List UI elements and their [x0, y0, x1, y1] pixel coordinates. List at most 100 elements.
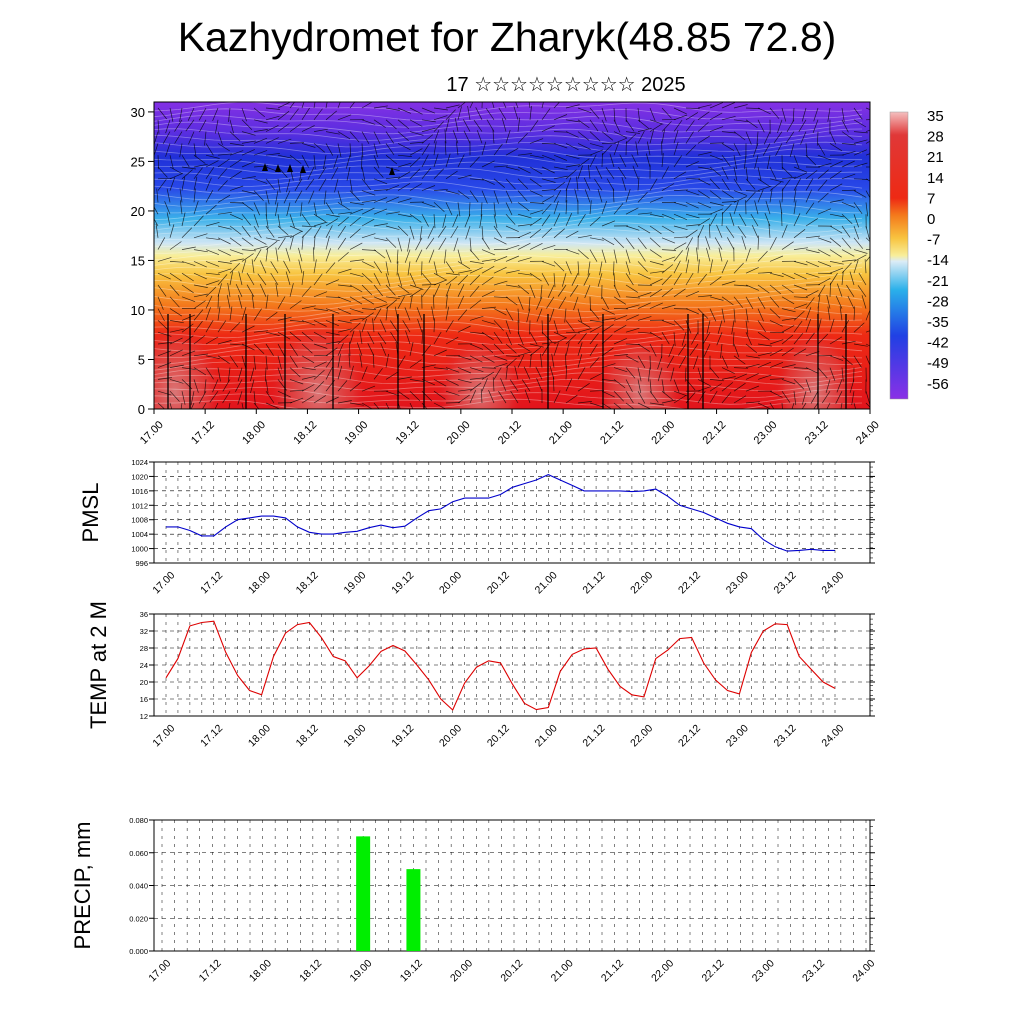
wind-barb — [469, 315, 484, 321]
wind-barb — [433, 130, 440, 144]
wind-barb — [853, 249, 868, 254]
wind-barb — [829, 225, 843, 234]
wind-barb — [786, 119, 795, 133]
wind-barb — [181, 176, 186, 191]
wind-barb — [779, 200, 783, 215]
wind-barb — [157, 257, 172, 262]
wind-barb — [473, 119, 483, 132]
wind-barb — [409, 119, 423, 127]
wind-barb — [397, 293, 412, 298]
wind-barb — [625, 391, 634, 404]
wind-barb — [841, 225, 851, 238]
wind-barb — [265, 355, 268, 370]
y-tick-label: 30 — [131, 105, 145, 120]
wind-barb — [265, 124, 279, 132]
wind-barb — [253, 129, 268, 132]
x-tick-label: 17.12 — [198, 569, 225, 596]
wind-barb — [433, 283, 441, 297]
wind-barb — [334, 178, 339, 193]
wind-barb — [709, 259, 713, 274]
wind-barb — [769, 188, 773, 203]
contour-line — [154, 121, 863, 135]
wind-barb — [541, 154, 556, 161]
wind-barb — [709, 383, 722, 392]
wind-barb — [157, 377, 172, 380]
wind-barb — [205, 160, 219, 168]
wind-barb — [469, 367, 484, 373]
wind-barb — [709, 379, 724, 382]
wind-barb — [241, 213, 251, 226]
wind-barb — [229, 355, 239, 368]
wind-barb — [661, 320, 676, 326]
wind-barb — [853, 202, 863, 215]
wind-barb — [241, 131, 256, 136]
wind-barb — [469, 178, 484, 181]
wind-barb — [188, 131, 195, 145]
wind-barb — [601, 249, 607, 264]
wind-barb — [325, 262, 336, 274]
wind-barb — [528, 296, 531, 311]
wind-barb — [217, 268, 232, 274]
wind-barb — [237, 367, 243, 382]
y-tick-label: 1024 — [131, 458, 148, 467]
wind-barb — [491, 102, 495, 109]
wind-barb — [529, 202, 545, 204]
wind-barb — [529, 272, 542, 282]
wind-barb — [601, 144, 612, 156]
wind-barb — [349, 242, 363, 250]
wind-barb — [853, 322, 865, 333]
wind-barb — [865, 402, 870, 408]
wind-barb — [253, 308, 262, 321]
wind-barb — [259, 283, 267, 297]
wind-barb — [849, 379, 855, 393]
wind-barb — [817, 237, 832, 243]
wind-barb — [601, 324, 614, 333]
wind-barb — [829, 249, 842, 258]
wind-barb — [565, 119, 580, 123]
wind-barb — [286, 178, 291, 193]
wind-barb — [673, 107, 687, 115]
x-tick-label: 22.00 — [628, 722, 655, 749]
wind-barb — [337, 252, 349, 262]
y-tick-label: 0.040 — [129, 882, 148, 891]
wind-barb — [217, 294, 219, 309]
wind-barb — [457, 379, 472, 384]
wind-barb — [745, 385, 760, 392]
wind-barb — [505, 296, 518, 306]
wind-barb — [697, 178, 711, 186]
wind-barb — [505, 178, 516, 190]
wind-barb — [769, 284, 782, 295]
wind-barb — [373, 296, 387, 303]
y-tick-label: 1016 — [131, 487, 148, 496]
wind-barb — [361, 366, 368, 380]
wind-barb — [745, 178, 756, 190]
wind-barb — [597, 188, 603, 203]
wind-barb — [625, 327, 640, 333]
wind-barb — [253, 343, 265, 354]
wind-barb — [373, 166, 384, 178]
x-tick-label: 22.00 — [628, 569, 655, 596]
wind-barb — [577, 320, 591, 328]
wind-barb — [529, 209, 544, 215]
wind-barb — [505, 365, 508, 380]
wind-barb — [754, 200, 759, 215]
wind-barb — [632, 165, 639, 179]
wind-barb — [618, 166, 627, 179]
wind-barb — [385, 353, 389, 368]
wind-barb — [485, 108, 495, 120]
wind-barb — [438, 237, 447, 250]
contour-line — [154, 253, 863, 266]
wind-barb — [625, 119, 635, 132]
wind-barb — [361, 318, 367, 333]
wind-barb — [481, 178, 495, 185]
wind-barb — [637, 379, 642, 394]
contour-line — [154, 325, 863, 339]
wind-barb — [313, 247, 315, 262]
wind-barb — [540, 353, 543, 368]
y-tick-label: 1008 — [131, 516, 148, 525]
wind-barb — [745, 343, 758, 354]
wind-barb — [757, 331, 770, 341]
wind-barb — [769, 361, 784, 368]
wind-barb — [181, 169, 193, 180]
wind-barb — [649, 178, 658, 191]
